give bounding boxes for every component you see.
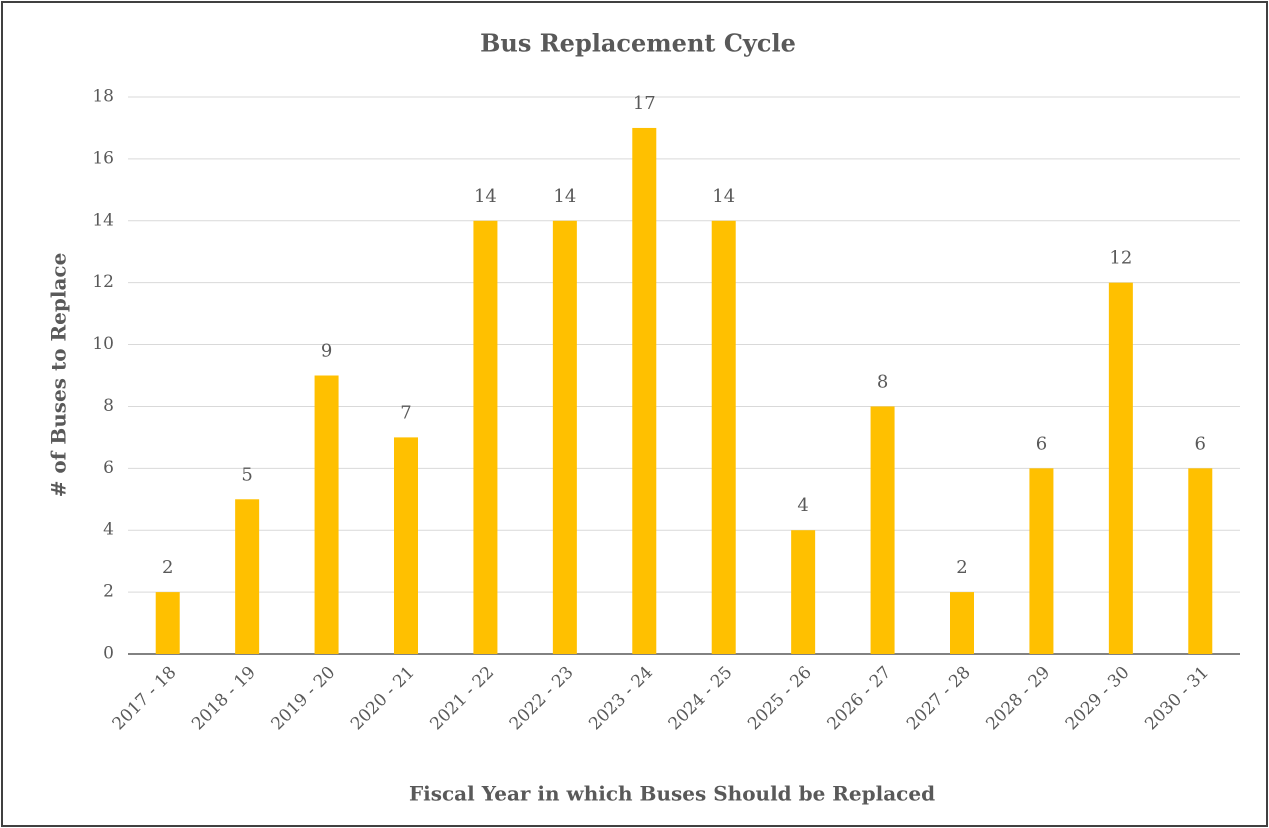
data-label: 14 [474,186,497,207]
x-axis-label: Fiscal Year in which Buses Should be Rep… [409,782,935,806]
bar [552,220,577,654]
data-label: 14 [553,186,576,207]
data-label: 8 [877,371,888,392]
bar [1029,468,1054,654]
bar [870,406,895,654]
bar [235,499,260,654]
bar [394,437,418,654]
bar [1108,282,1133,654]
bar [950,592,974,654]
data-label: 6 [1195,433,1206,454]
data-label: 5 [241,464,252,485]
bar [632,127,657,654]
data-label: 9 [321,341,332,362]
y-tick-label: 6 [103,458,114,478]
bar [711,220,736,654]
bar [155,592,180,654]
data-label: 6 [1036,433,1047,454]
y-tick-label: 14 [92,210,114,230]
y-axis-label: # of Buses to Replace [47,253,71,498]
y-tick-label: 0 [103,644,114,664]
y-tick-label: 2 [103,582,114,602]
y-tick-label: 16 [92,148,114,168]
chart-title: Bus Replacement Cycle [480,29,796,58]
bar [473,220,498,654]
bar [791,530,816,654]
data-label: 17 [633,93,656,114]
bar [1188,468,1213,654]
y-tick-label: 12 [92,272,114,292]
y-tick-label: 18 [92,87,114,107]
y-tick-label: 10 [92,334,114,354]
data-label: 4 [797,495,808,516]
data-label: 12 [1109,248,1132,269]
data-label: 2 [956,557,967,578]
y-tick-label: 8 [103,396,114,416]
bar [314,375,339,654]
y-tick-label: 4 [103,520,114,540]
data-label: 7 [400,402,411,423]
data-label: 2 [162,557,173,578]
data-label: 14 [712,186,735,207]
